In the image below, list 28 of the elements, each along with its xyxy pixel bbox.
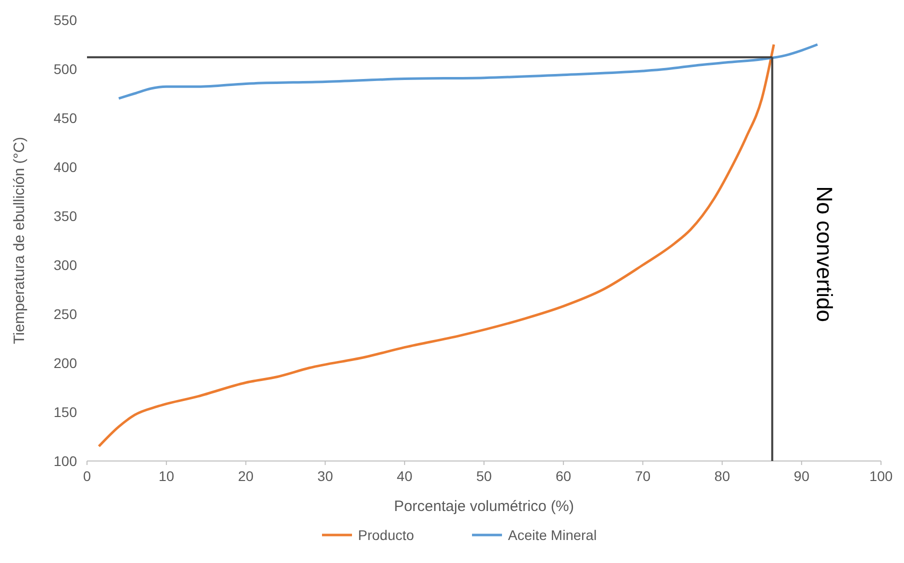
y-tick-label: 250: [54, 306, 78, 322]
y-tick-label: 400: [54, 159, 78, 175]
x-tick-label: 70: [635, 468, 651, 484]
y-tick-label: 350: [54, 208, 78, 224]
x-tick-label: 10: [158, 468, 174, 484]
x-tick-label: 30: [317, 468, 334, 484]
y-tick-label: 450: [54, 110, 78, 126]
x-tick-label: 0: [83, 468, 92, 484]
y-tick-label: 100: [54, 453, 78, 469]
x-tick-label: 90: [794, 468, 810, 484]
y-tick-label: 200: [54, 355, 78, 371]
line-series: [118, 43, 819, 100]
line-series: [98, 43, 776, 448]
ref-line-label: No convertido: [812, 186, 838, 322]
x-tick-label: 40: [396, 468, 413, 484]
y-tick-label: 150: [54, 404, 78, 420]
y-tick-label: 300: [54, 257, 78, 273]
x-tick-label: 80: [714, 468, 730, 484]
x-tick-label: 100: [869, 468, 893, 484]
y-tick-label: 500: [54, 61, 78, 77]
legend-label: Aceite Mineral: [508, 527, 597, 543]
x-tick-label: 50: [476, 468, 492, 484]
legend-label: Producto: [358, 527, 414, 543]
x-tick-label: 60: [556, 468, 572, 484]
y-axis-title: Tiemperatura de ebullición (°C): [11, 136, 28, 344]
y-tick-label: 550: [54, 12, 78, 28]
x-tick-label: 20: [238, 468, 254, 484]
x-axis-title: Porcentaje volumétrico (%): [394, 498, 574, 515]
